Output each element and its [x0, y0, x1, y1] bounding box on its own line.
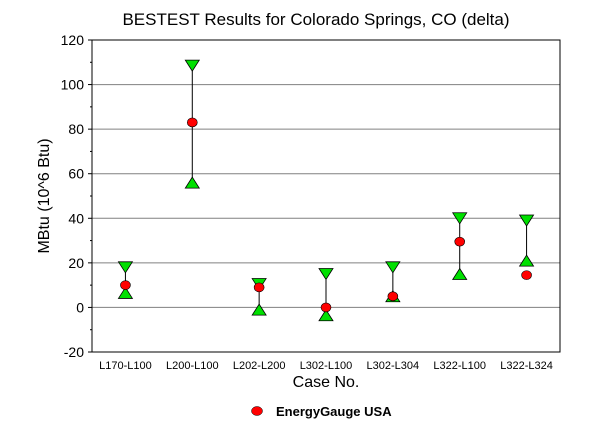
- y-tick-label: 60: [68, 166, 84, 182]
- grid-layer: [92, 84, 560, 308]
- point-layer: [120, 117, 532, 313]
- y-tick-label: 80: [68, 121, 84, 137]
- y-tick-label: -20: [64, 344, 84, 360]
- y-axis-title: MBtu (10^6 Btu): [36, 138, 53, 253]
- y-tick-label: 0: [76, 299, 84, 315]
- range-max-marker: [451, 212, 468, 225]
- data-point: [387, 291, 399, 302]
- data-point: [454, 236, 466, 247]
- y-axis: -20 0 20 40 60 80 100 120: [61, 32, 92, 360]
- x-tick-label: L200-L100: [166, 360, 219, 372]
- range-min-marker: [318, 308, 334, 322]
- legend-marker: [251, 406, 263, 416]
- x-tick-label: L202-L200: [233, 360, 286, 372]
- x-tick-label: L302-L100: [300, 360, 353, 372]
- data-point: [253, 282, 265, 293]
- range-min-marker: [518, 254, 535, 267]
- range-max-marker: [385, 261, 401, 274]
- x-axis-title: Case No.: [293, 374, 360, 391]
- data-point: [120, 280, 131, 290]
- data-point: [320, 302, 332, 313]
- x-tick-label: L322-L100: [433, 360, 486, 372]
- range-max-marker: [318, 268, 334, 281]
- x-axis: L170-L100 L200-L100 L202-L200 L302-L100 L302…: [99, 360, 553, 372]
- y-tick-label: 40: [68, 210, 84, 226]
- data-point: [186, 117, 198, 128]
- range-layer: [117, 59, 535, 322]
- x-tick-label: L170-L100: [99, 360, 152, 372]
- legend: EnergyGauge USA: [251, 404, 392, 419]
- range-max-marker: [184, 59, 201, 72]
- x-tick-label: L302-L304: [367, 360, 420, 372]
- x-tick-label: L322-L324: [500, 360, 553, 372]
- legend-label: EnergyGauge USA: [276, 404, 392, 419]
- range-min-marker: [117, 286, 134, 299]
- range-min-marker: [451, 267, 468, 280]
- chart-title: BESTEST Results for Colorado Springs, CO…: [122, 10, 509, 29]
- range-max-marker: [117, 261, 134, 274]
- range-max-marker: [518, 214, 535, 227]
- range-min-marker: [184, 176, 201, 189]
- range-min-marker: [251, 303, 267, 316]
- data-point: [521, 270, 532, 280]
- y-tick-label: 20: [68, 255, 84, 271]
- y-tick-label: 100: [61, 77, 85, 93]
- y-tick-label: 120: [61, 32, 85, 48]
